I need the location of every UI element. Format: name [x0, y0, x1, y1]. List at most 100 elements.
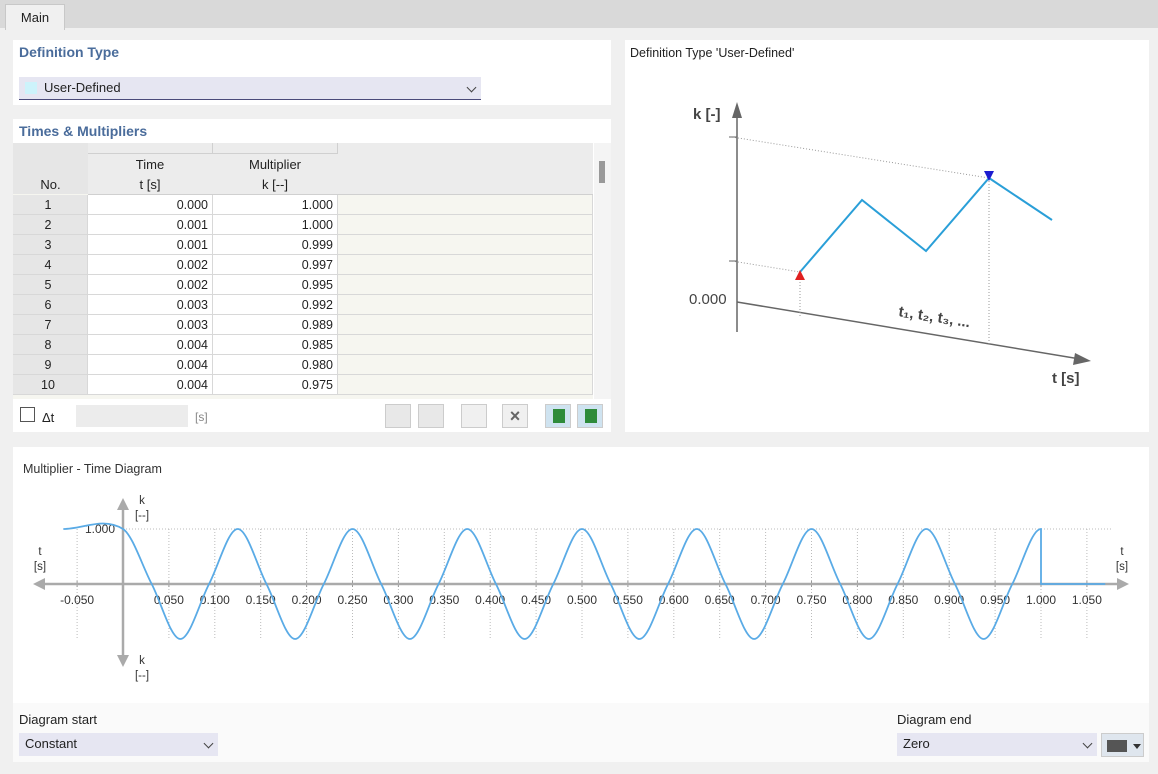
x-tick-label: 0.850	[888, 593, 918, 607]
x-tick-label: 0.250	[337, 593, 367, 607]
table-cell: 0.995	[213, 275, 338, 295]
table-cell: 4	[13, 255, 88, 275]
header-text: No.	[40, 177, 61, 192]
x-tick-label: 0.650	[705, 593, 735, 607]
checkbox[interactable]	[20, 407, 35, 422]
dropdown[interactable]: User-Defined	[19, 77, 481, 100]
axis-label: k [-]	[693, 106, 721, 123]
delete-button[interactable]: ×	[502, 404, 528, 428]
axis-label: t₁, t₂, t₃, ...	[897, 303, 971, 331]
arrow	[33, 578, 45, 590]
table-cell: 5	[13, 275, 88, 295]
table-cell: 2	[13, 215, 88, 235]
section-title: Definition Type	[19, 44, 120, 60]
header-cell	[213, 143, 338, 154]
table-cell: 1.000	[213, 195, 338, 215]
table-cell: 0.001	[88, 235, 213, 255]
x-tick-label: 0.800	[842, 593, 872, 607]
chart: Multiplier - Time Diagram -0.050 0.050 0.1…	[23, 462, 1129, 682]
x-tick-label: 0.500	[567, 593, 597, 607]
import-button[interactable]	[385, 404, 411, 428]
axis-label: 0.000	[689, 291, 727, 308]
arrow	[117, 655, 129, 667]
tab[interactable]: Main	[5, 4, 65, 30]
x-tick-label: 0.950	[980, 593, 1010, 607]
table-cell: 1	[13, 195, 88, 215]
axis-label: [s]	[34, 561, 46, 573]
table-cell	[338, 375, 593, 395]
x-tick-label: 0.600	[659, 593, 689, 607]
table-panel: Times & Multipliers No. Time t [s] Multi…	[13, 119, 611, 432]
table-cell: 0.004	[88, 375, 213, 395]
table-cell: 0.980	[213, 355, 338, 375]
preview-title: Definition Type 'User-Defined'	[630, 46, 794, 60]
color-swatch	[25, 82, 37, 94]
axis-label: k	[139, 495, 145, 507]
scrollbar[interactable]	[594, 143, 611, 399]
table-cell: 3	[13, 235, 88, 255]
icon	[553, 409, 565, 423]
table-cell: 8	[13, 335, 88, 355]
icon	[1107, 740, 1127, 752]
x-tick-label: 0.200	[292, 593, 322, 607]
dropdown[interactable]: Constant	[19, 733, 218, 756]
table-cell: 10	[13, 375, 88, 395]
table-cell: 0.002	[88, 255, 213, 275]
axis-label: t	[1120, 546, 1124, 558]
axis-label: t	[38, 546, 42, 558]
scroll-thumb[interactable]	[599, 161, 605, 183]
diagram-options: Diagram start Constant Diagram end Zero	[13, 703, 1149, 762]
tab-bar	[0, 0, 1158, 28]
header-text: t [s]	[139, 177, 161, 192]
table-cell: 0.001	[88, 215, 213, 235]
arrow	[1073, 353, 1091, 365]
section-title: Times & Multipliers	[19, 123, 148, 139]
dropdown-value: Constant	[25, 736, 78, 751]
end-marker	[984, 171, 994, 181]
axis-label: t [s]	[1052, 370, 1080, 387]
table-cell: 7	[13, 315, 88, 335]
table-cell: 1.000	[213, 215, 338, 235]
table: No. Time t [s] Multiplier k [--] 1 0.000 1…	[13, 143, 593, 399]
spin-input[interactable]	[76, 405, 188, 427]
x-tick-label: 0.700	[751, 593, 781, 607]
print-button[interactable]	[1101, 733, 1144, 757]
x-tick-label: 0.150	[246, 593, 276, 607]
table-cell	[338, 335, 593, 355]
x-tick-label: 0.100	[200, 593, 230, 607]
series-line	[63, 522, 1106, 640]
header-cell	[88, 143, 213, 154]
x-tick-label: 0.750	[796, 593, 826, 607]
x-tick-label: 0.050	[154, 593, 184, 607]
dropdown[interactable]: Zero	[897, 733, 1097, 756]
header-text: Multiplier	[248, 157, 301, 172]
diagram-panel: Multiplier - Time Diagram -0.050 0.050 0.1…	[13, 447, 1149, 703]
y-tick-label: 1.000	[85, 522, 115, 536]
header-row	[88, 143, 593, 195]
table-cell: 0.002	[88, 275, 213, 295]
x-tick-label: 0.350	[429, 593, 459, 607]
chart-title: Multiplier - Time Diagram	[23, 462, 162, 476]
icon	[1133, 744, 1141, 749]
save-button[interactable]	[418, 404, 444, 428]
excel-export-button[interactable]	[545, 404, 571, 428]
arrow	[117, 498, 129, 510]
x-tick-label: 0.550	[613, 593, 643, 607]
table-cell: 0.975	[213, 375, 338, 395]
header-text: Time	[135, 157, 165, 172]
table-cell: 0.003	[88, 295, 213, 315]
table-cell	[338, 195, 593, 215]
axis-label: [--]	[135, 670, 149, 682]
dropdown-value: User-Defined	[44, 80, 121, 95]
excel-import-button[interactable]	[577, 404, 603, 428]
label: Diagram end	[897, 712, 972, 727]
table-cell: 6	[13, 295, 88, 315]
axis	[736, 301, 1081, 360]
start-marker	[795, 270, 805, 280]
x-tick-label: 0.300	[383, 593, 413, 607]
sort-button[interactable]	[461, 404, 487, 428]
unit: [s]	[195, 410, 208, 424]
definition-panel: Definition Type User-Defined	[13, 40, 611, 105]
header-text: k [--]	[262, 177, 288, 192]
